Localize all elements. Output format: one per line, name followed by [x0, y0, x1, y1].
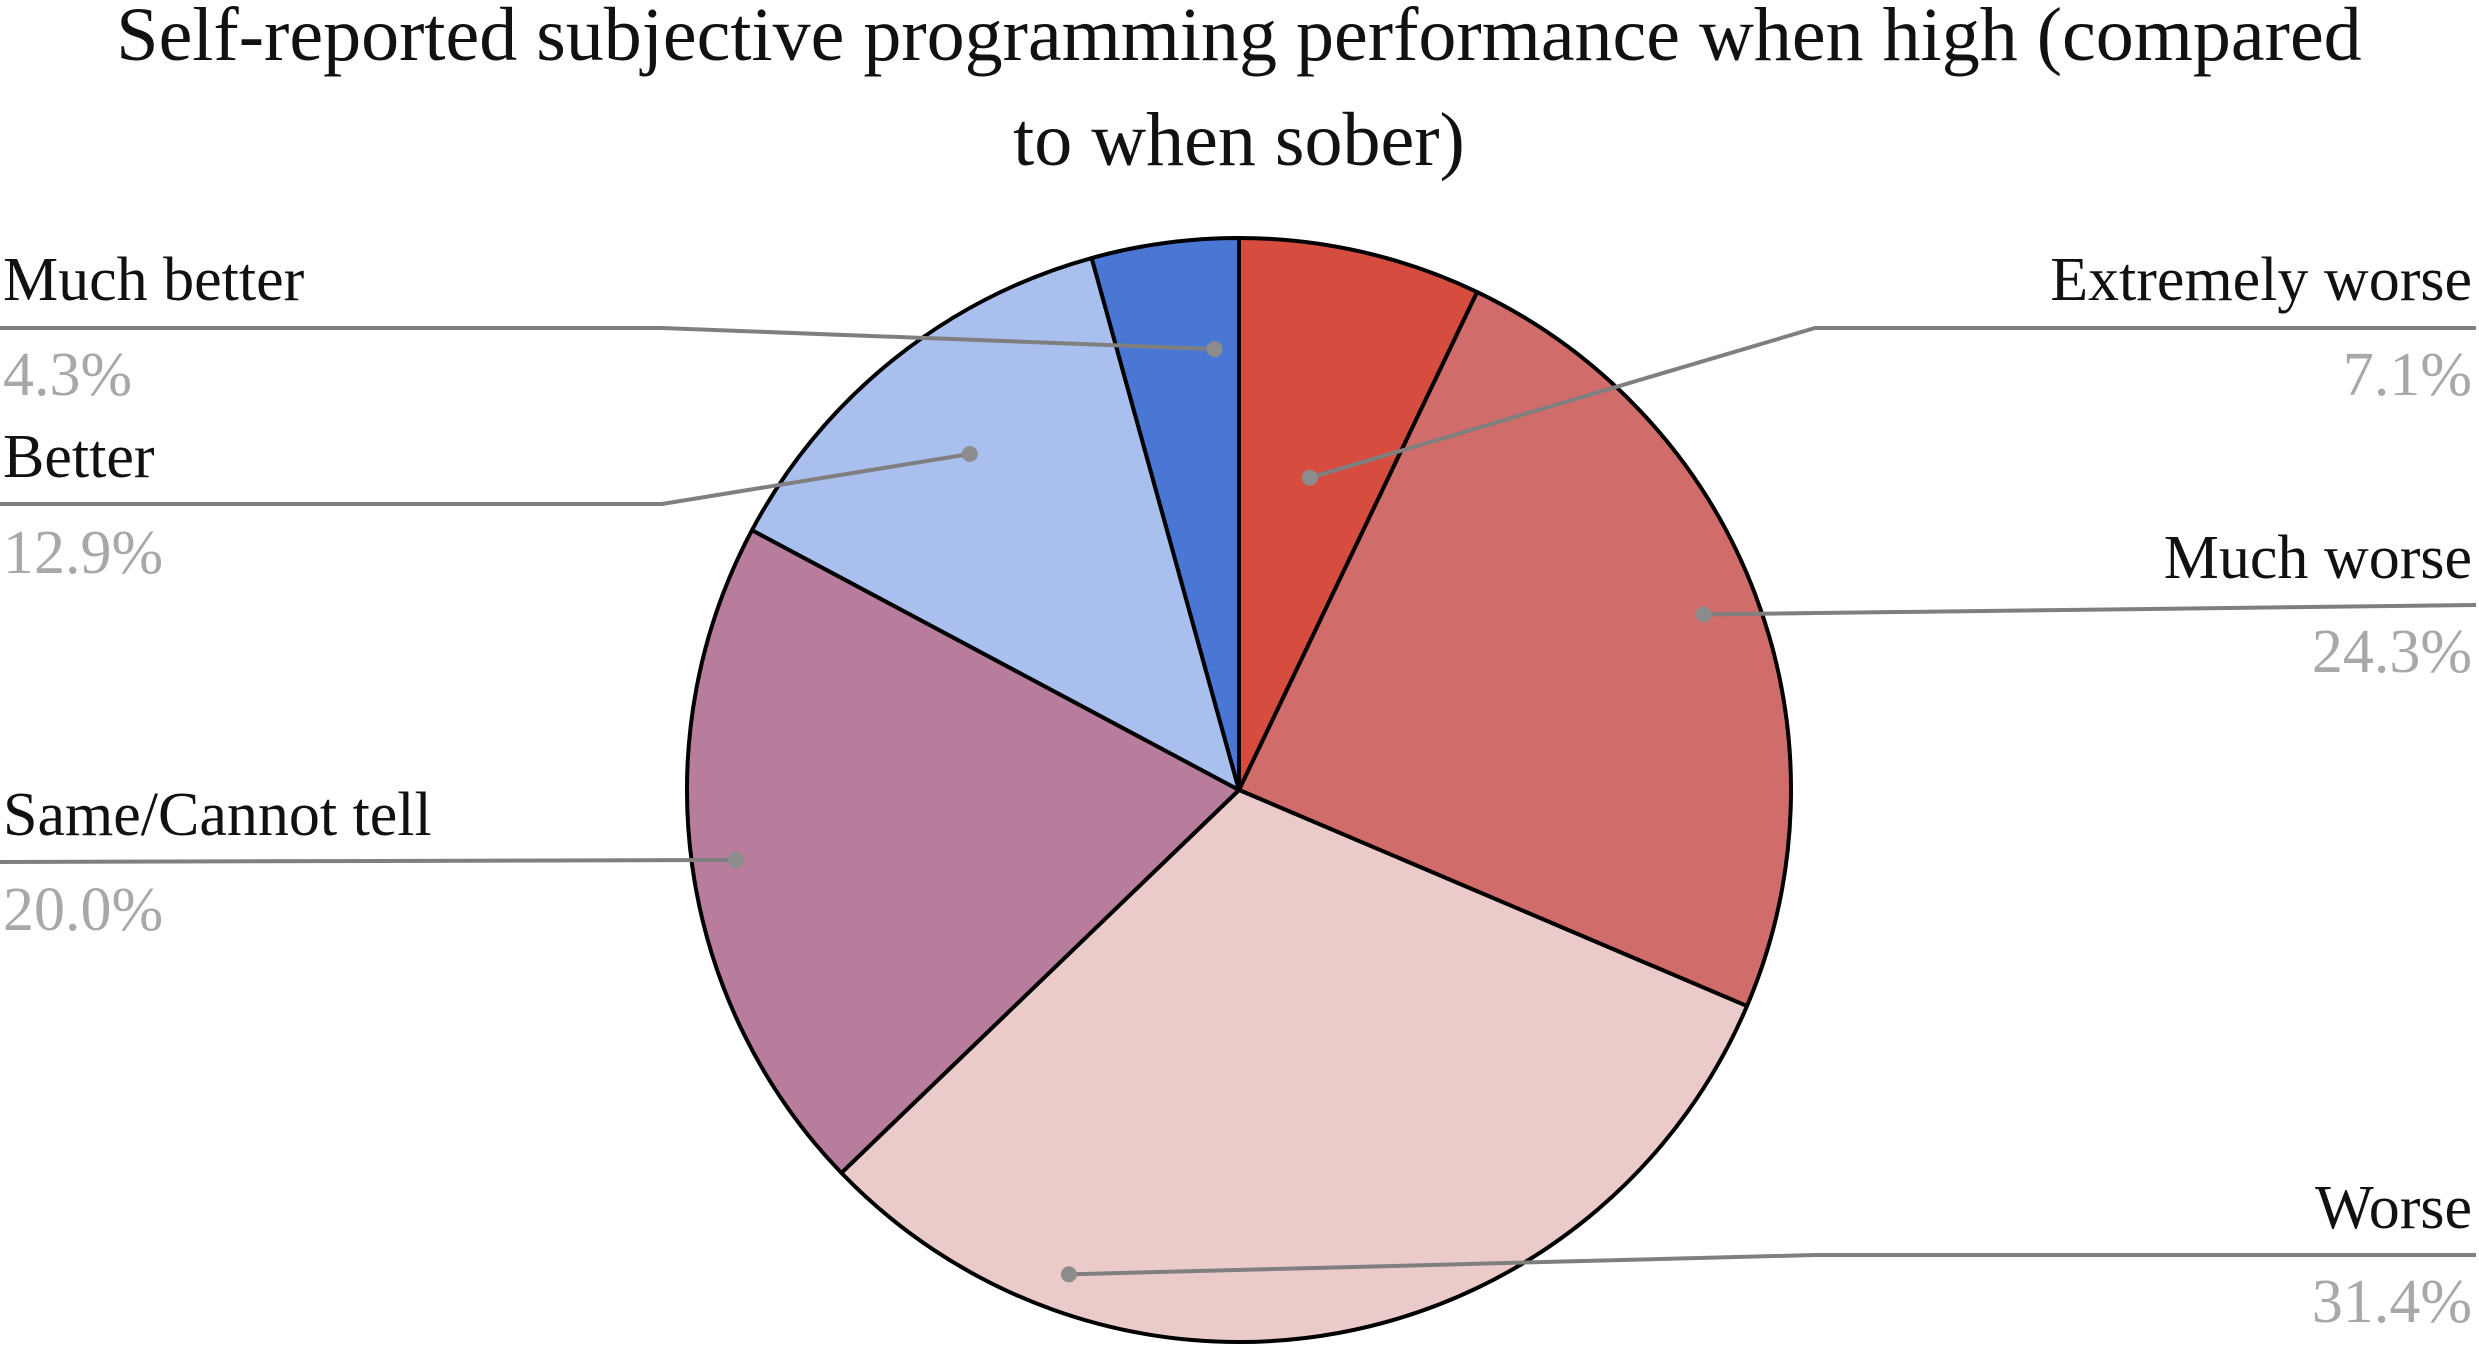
leader-dot-much-better [1206, 341, 1223, 358]
chart-title: Self-reported subjective programming per… [116, 0, 2361, 182]
pie-slices [684, 236, 1793, 1344]
slice-label-much-worse: Much worse [2164, 524, 2472, 592]
leader-line-worse [1068, 1253, 2476, 1277]
slice-label-better: Better [3, 423, 155, 491]
leader-line-better [0, 452, 971, 506]
pie-slice-much-worse [1237, 290, 1793, 1009]
slice-value-much-worse: 24.3% [2312, 618, 2472, 686]
leader-dot-better [961, 445, 978, 462]
pie-slice-extremely-worse [1237, 236, 1480, 792]
pie-slice-worse [839, 788, 1749, 1344]
leader-line-much-worse [1703, 603, 2477, 617]
pie-slice-same-cannot-tell [684, 528, 1241, 1175]
slice-value-worse: 31.4% [2312, 1268, 2472, 1336]
leader-dot-same-cannot-tell [728, 851, 745, 868]
slice-value-much-better: 4.3% [3, 341, 132, 409]
slice-label-extremely-worse: Extremely worse [2050, 246, 2472, 314]
slice-label-same-cannot-tell: Same/Cannot tell [3, 781, 432, 849]
leader-dot-worse [1060, 1266, 1077, 1283]
leader-dot-much-worse [1695, 606, 1712, 623]
slice-value-extremely-worse: 7.1% [2343, 341, 2472, 409]
leader-line-same-cannot-tell [0, 857, 737, 864]
slice-value-better: 12.9% [3, 519, 163, 587]
leader-dot-extremely-worse [1301, 469, 1318, 486]
leader-line-much-better [0, 326, 1215, 352]
leader-line-extremely-worse [1309, 326, 2476, 480]
pie-labels: Extremely worse 7.1% Much worse 24.3% Worse 3… [0, 246, 2477, 1336]
pie-slice-much-better [1089, 236, 1241, 792]
slice-label-worse: Worse [2315, 1174, 2472, 1242]
slice-label-much-better: Much better [3, 246, 305, 314]
pie-slice-better [749, 256, 1241, 792]
chart-title-line-2: to when sober) [1013, 98, 1465, 182]
slice-value-same-cannot-tell: 20.0% [3, 876, 163, 944]
chart-title-line-1: Self-reported subjective programming per… [116, 0, 2361, 77]
